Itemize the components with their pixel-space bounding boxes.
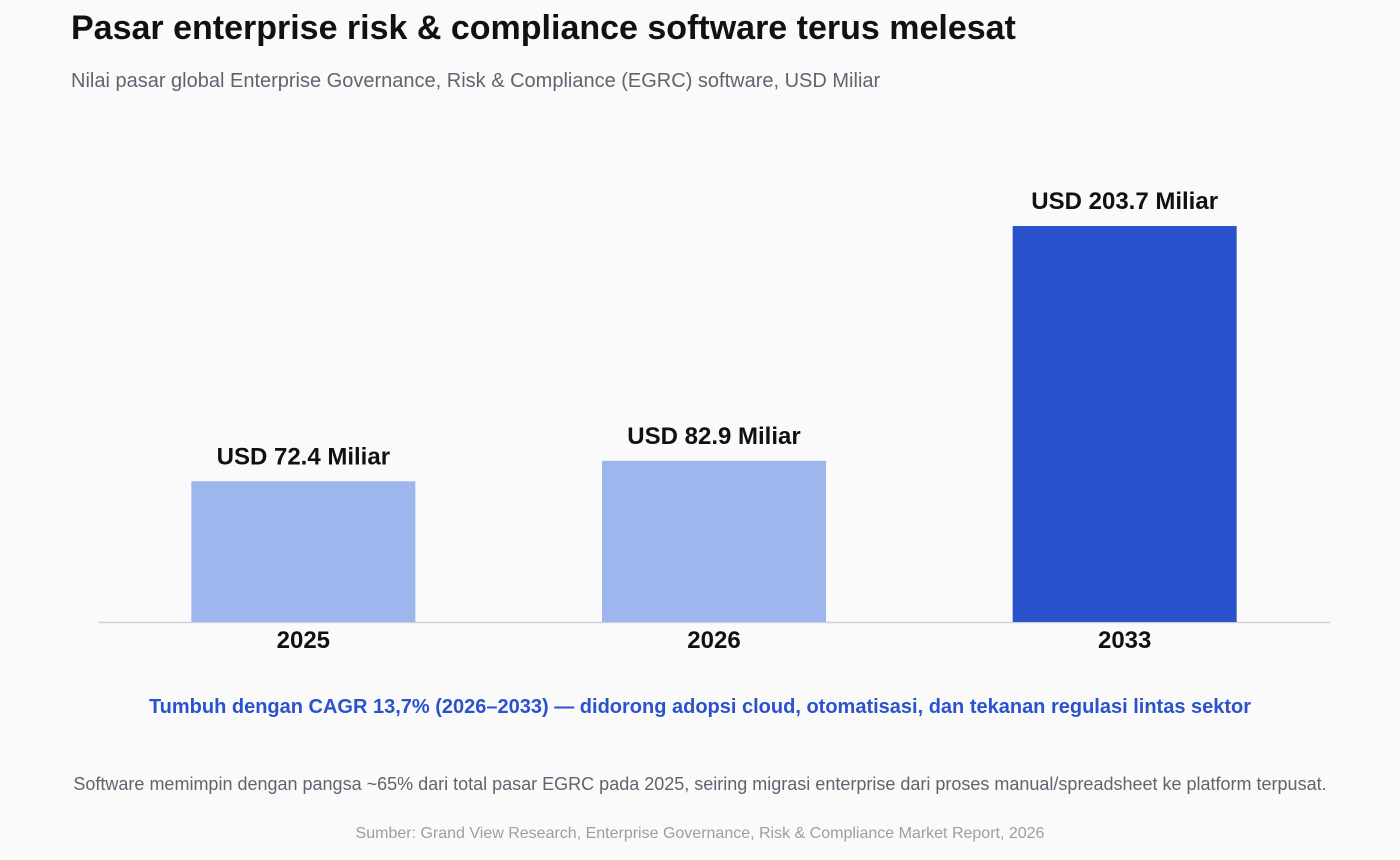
x-tick-label-2026: 2026 [687, 627, 740, 654]
data-label-2025: USD 72.4 Miliar [217, 443, 390, 470]
cagr-callout: Tumbuh dengan CAGR 13,7% (2026–2033) — d… [148, 696, 1252, 718]
market-share-note: Software memimpin dengan pangsa ~65% dar… [73, 774, 1327, 794]
data-label-2033: USD 203.7 Miliar [1031, 188, 1218, 215]
bar-2033 [1012, 226, 1237, 622]
x-tick-label-2025: 2025 [277, 627, 330, 654]
bar-chart: USD 72.4 Miliar 2025 USD 82.9 Miliar 2026 US… [98, 188, 1330, 654]
data-label-2026: USD 82.9 Miliar [627, 423, 800, 450]
x-tick-label-2033: 2033 [1098, 627, 1151, 654]
chart-subtitle: Nilai pasar global Enterprise Governance… [71, 70, 881, 92]
bar-2026 [602, 460, 826, 622]
source-citation: Sumber: Grand View Research, Enterprise … [355, 825, 1045, 842]
chart-title: Pasar enterprise risk & compliance softw… [71, 9, 1016, 47]
bar-2025 [191, 481, 416, 622]
